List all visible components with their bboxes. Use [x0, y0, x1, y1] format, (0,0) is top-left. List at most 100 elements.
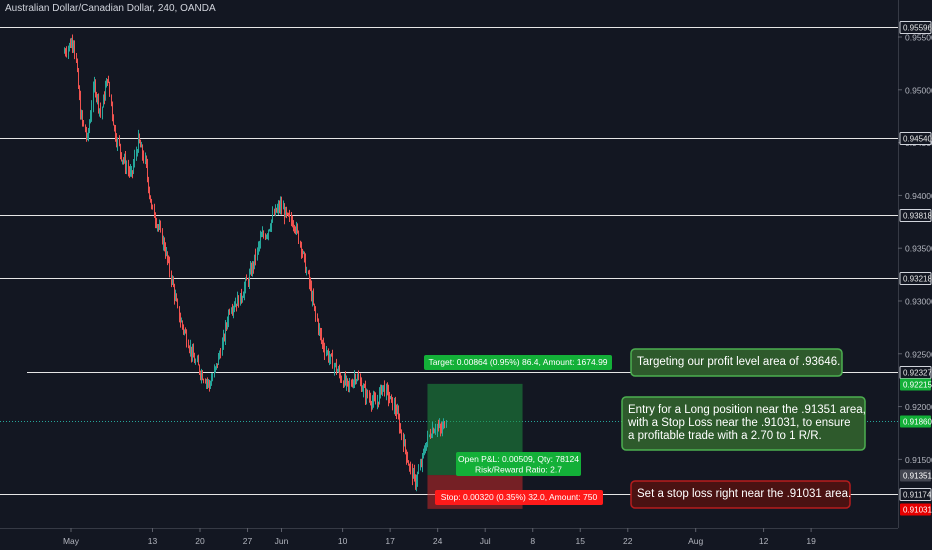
time-axis[interactable]: May 13 20 27 Jun 10 17 24 Jul 8 15 22 Aug 12 19 — [0, 528, 898, 546]
candle-body — [236, 303, 237, 306]
candle-body — [366, 391, 367, 399]
candle-body — [64, 51, 65, 53]
candle-body — [305, 256, 306, 273]
candle-body — [408, 461, 409, 466]
candle-body — [235, 303, 236, 307]
candle-body — [99, 108, 100, 110]
candle-body — [223, 335, 224, 343]
candle-body — [81, 113, 82, 118]
annotations-layer[interactable]: Targeting our profit level area of .9364… — [621, 348, 866, 509]
candle-body — [403, 437, 404, 447]
candle-body — [113, 115, 114, 126]
candle-body — [297, 225, 298, 232]
candle-body — [321, 333, 322, 342]
candle-body — [267, 235, 268, 237]
candle-body — [162, 229, 163, 244]
candle-body — [218, 355, 219, 365]
candle-body — [322, 341, 323, 343]
candle-body — [367, 391, 368, 397]
annotation-stop[interactable]: Set a stop loss right near the .91031 ar… — [630, 480, 851, 509]
candle-body — [441, 429, 442, 432]
candle-body — [314, 303, 315, 309]
candle-body — [261, 236, 262, 238]
candle-body — [138, 134, 139, 152]
annotation-stop-box[interactable] — [630, 480, 851, 509]
candle-body — [222, 342, 223, 356]
candle-body — [387, 386, 388, 390]
candle-body — [198, 359, 199, 366]
candle-body — [303, 252, 304, 254]
candle-body — [396, 410, 397, 414]
candle-body — [96, 94, 97, 98]
candle-body — [214, 369, 215, 376]
candle-body — [294, 226, 295, 229]
hline-price-label: 0.93818 — [903, 212, 932, 221]
candle-body — [287, 213, 288, 215]
candle-body — [386, 386, 387, 395]
candle-body — [413, 471, 414, 479]
annotation-target[interactable]: Targeting our profit level area of .9364… — [630, 348, 843, 377]
candles-layer — [64, 34, 447, 492]
candle-body — [248, 280, 249, 284]
candle-body — [246, 279, 247, 281]
candle-body — [433, 428, 434, 433]
time-tick-label: 19 — [806, 536, 816, 546]
candle-body — [432, 428, 433, 436]
candle-body — [73, 43, 74, 46]
candle-body — [337, 370, 338, 372]
candle-body — [183, 326, 184, 332]
candle-body — [95, 81, 96, 95]
candle-body — [123, 159, 124, 161]
candle-body — [369, 396, 370, 399]
price-marker-label: 0.91860 — [903, 418, 932, 427]
annotation-entry-box[interactable] — [621, 396, 866, 451]
candle-body — [137, 151, 138, 154]
time-tick-label: May — [63, 536, 80, 546]
price-axis[interactable]: 0.955000.950000.945000.940000.935000.930… — [898, 0, 932, 528]
candle-body — [409, 465, 410, 467]
candle-body — [377, 401, 378, 405]
time-tick-label: 13 — [148, 536, 158, 546]
candle-body — [120, 144, 121, 153]
pnl-label-text: Risk/Reward Ratio: 2.7 — [475, 465, 562, 475]
chart-title: Australian Dollar/Canadian Dollar, 240, … — [5, 3, 216, 14]
candle-body — [344, 376, 345, 387]
candle-body — [152, 205, 153, 207]
candle-body — [171, 273, 172, 282]
candle-body — [65, 51, 66, 53]
candle-body — [318, 320, 319, 331]
candle-body — [361, 381, 362, 391]
price-marker-box — [900, 378, 931, 391]
candle-body — [353, 380, 354, 386]
candle-body — [268, 230, 269, 236]
candle-body — [90, 115, 91, 123]
candle-body — [435, 430, 436, 432]
candle-body — [211, 379, 212, 386]
annotation-entry[interactable]: Entry for a Long position near the .9135… — [621, 396, 866, 451]
candle-body — [380, 386, 381, 392]
stop-label-text: Stop: 0.00320 (0.35%) 32.0, Amount: 750 — [441, 492, 598, 502]
candle-body — [219, 353, 220, 356]
candle-body — [231, 311, 232, 313]
hline-price-label: 0.92327 — [903, 369, 932, 378]
candle-body — [378, 401, 379, 404]
candle-body — [237, 296, 238, 306]
candle-body — [117, 139, 118, 145]
candle-body — [244, 286, 245, 296]
candle-body — [331, 354, 332, 356]
candle-body — [255, 254, 256, 259]
position-labels-layer: Target: 0.00864 (0.95%) 86.4, Amount: 16… — [424, 355, 612, 505]
candle-body — [424, 451, 425, 453]
candle-body — [330, 354, 331, 358]
candle-body — [370, 398, 371, 403]
annotation-target-box[interactable] — [630, 348, 843, 377]
candle-body — [284, 207, 285, 217]
candle-body — [392, 397, 393, 410]
candle-body — [271, 219, 272, 228]
candle-body — [114, 125, 115, 129]
price-marker-label: 0.91031 — [903, 506, 932, 515]
candle-body — [260, 236, 261, 244]
